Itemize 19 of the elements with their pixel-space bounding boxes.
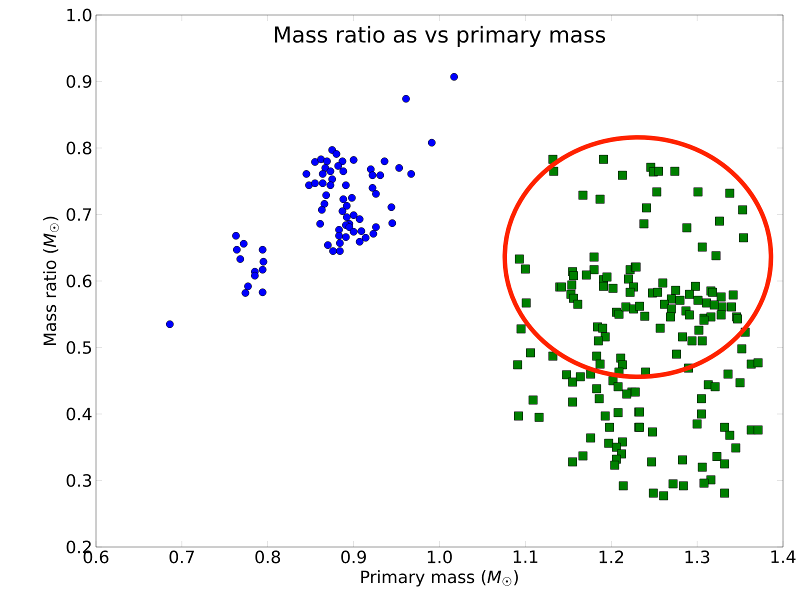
y-tick-label: 0.7 xyxy=(66,208,92,221)
x-tick-label: 0.7 xyxy=(170,550,194,564)
y-tick-label: 0.4 xyxy=(66,408,92,420)
y-tick-label: 0.8 xyxy=(66,142,92,154)
x-axis-title: Primary mass (M$_{☉}$) xyxy=(361,570,518,587)
x-tick-label: 1.3 xyxy=(686,550,710,564)
x-tick-label: 1.0 xyxy=(428,550,452,564)
y-tick-label: 1.0 xyxy=(67,8,92,22)
y-tick-label: 0.9 xyxy=(66,75,92,88)
y-axis-title: Mass ratio (M$_{☉}$) xyxy=(43,216,59,346)
chart-title: Mass ratio as vs primary mass xyxy=(275,26,606,48)
x-tick-label: 1.1 xyxy=(514,550,538,563)
y-tick-label: 0.3 xyxy=(66,474,92,487)
x-tick-label: 0.9 xyxy=(341,550,366,564)
y-tick-label: 0.5 xyxy=(66,341,91,354)
x-tick-label: 1.2 xyxy=(600,550,624,564)
x-tick-label: 0.8 xyxy=(255,550,280,564)
x-tick-label: 1.4 xyxy=(771,550,796,563)
y-tick-label: 0.6 xyxy=(66,274,92,288)
